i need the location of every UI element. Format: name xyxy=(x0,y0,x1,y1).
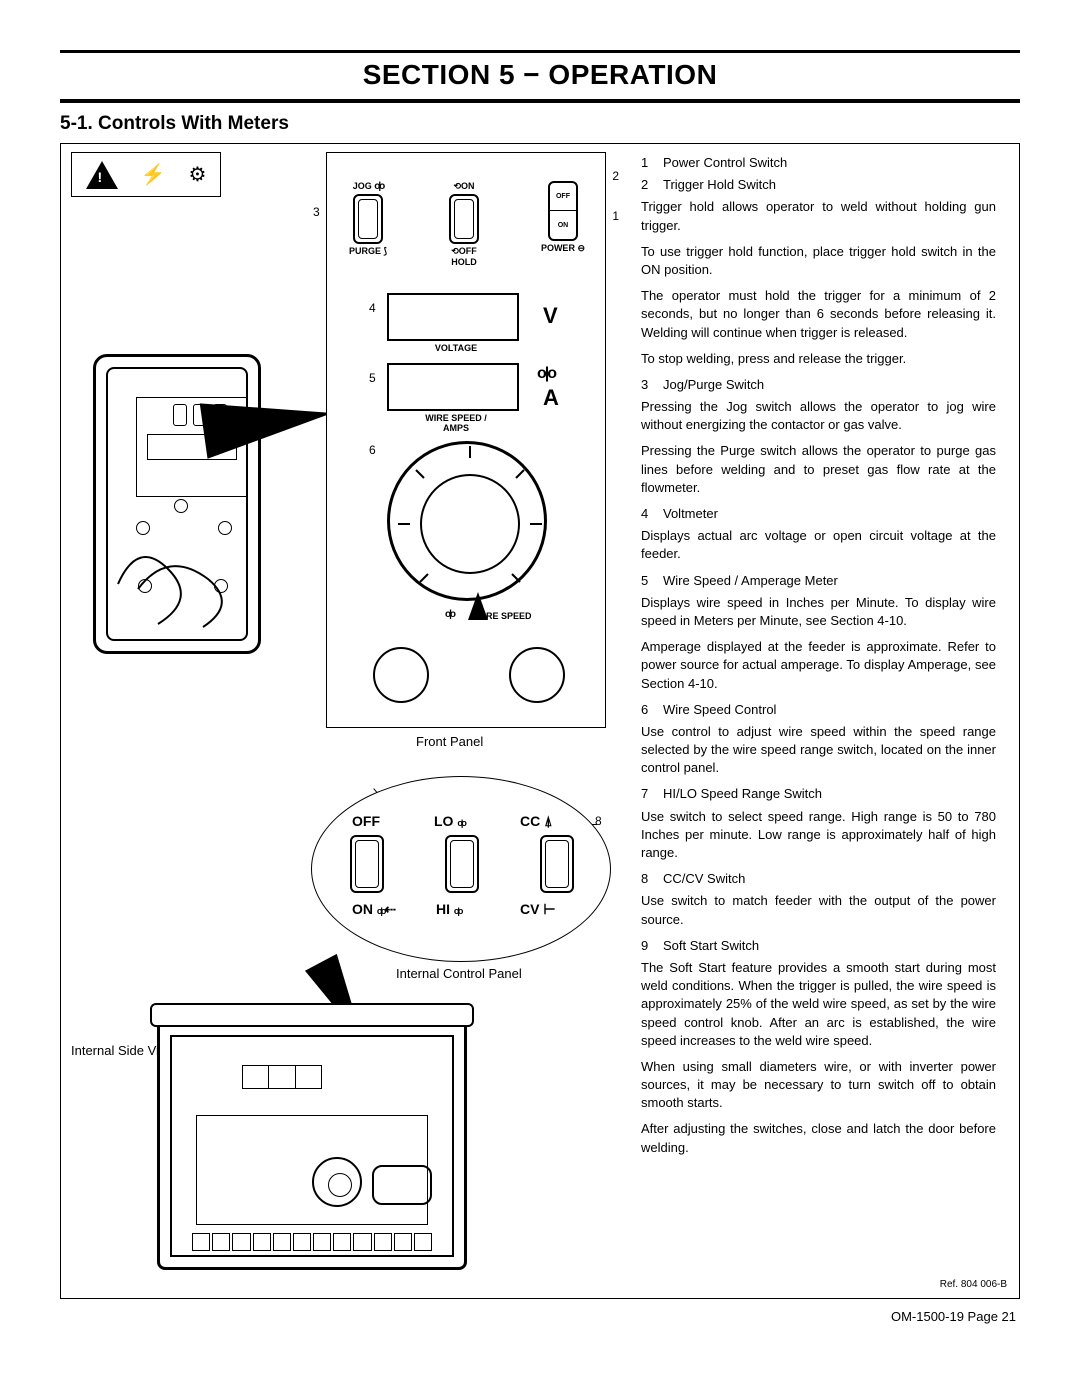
item-6: 6Wire Speed Control xyxy=(641,701,996,719)
port-icon xyxy=(174,499,188,513)
power-off-label: OFF xyxy=(550,183,576,211)
item-8: 8CC/CV Switch xyxy=(641,870,996,888)
switch-strip-icon xyxy=(242,1065,322,1089)
purge-label: PURGE ⟆ xyxy=(349,246,387,257)
hold-off-label: ⟲OFFHOLD xyxy=(451,246,477,267)
unit-a: A xyxy=(543,385,559,411)
wirespeed-amps-label: WIRE SPEED / AMPS xyxy=(421,413,491,433)
motor-icon xyxy=(372,1165,432,1205)
para: After adjusting the switches, close and … xyxy=(641,1120,996,1156)
jog-label: JOG o|o xyxy=(353,181,384,192)
jog-purge-switch[interactable] xyxy=(353,194,383,244)
hazard-gear-icon: ⚙ xyxy=(189,162,207,187)
para: To use trigger hold function, place trig… xyxy=(641,243,996,279)
para: Use switch to match feeder with the outp… xyxy=(641,892,996,928)
wirespeed-label: WIRE SPEED xyxy=(475,611,532,621)
para: The operator must hold the trigger for a… xyxy=(641,287,996,342)
internal-control-panel: OFF LO o|o CC ⍋ ON o|o⇠ HI o|o CV ⊢ xyxy=(311,776,611,962)
soft-start-switch[interactable] xyxy=(350,835,384,893)
para: Displays actual arc voltage or open circ… xyxy=(641,527,996,563)
item-9: 9Soft Start Switch xyxy=(641,937,996,955)
para: Amperage displayed at the feeder is appr… xyxy=(641,638,996,693)
para: Use control to adjust wire speed within … xyxy=(641,723,996,778)
speed-range-switch[interactable] xyxy=(445,835,479,893)
page-footer: OM-1500-19 Page 21 xyxy=(60,1309,1020,1324)
unit-v: V xyxy=(543,303,558,329)
callout-6: 6 xyxy=(369,443,376,457)
callout-5: 5 xyxy=(369,371,376,385)
para: Displays wire speed in Inches per Minute… xyxy=(641,594,996,630)
hazard-person-icon: ⚡ xyxy=(141,162,166,187)
wirespeed-display xyxy=(387,363,519,411)
internal-side-view-device xyxy=(157,1014,467,1270)
vent-slots-icon xyxy=(192,1233,432,1251)
para: Pressing the Jog switch allows the opera… xyxy=(641,398,996,434)
callout-4: 4 xyxy=(369,301,376,315)
subsection-heading: 5-1. Controls With Meters xyxy=(60,113,1020,135)
cable-icon xyxy=(108,529,258,639)
figures-column: ⚡ ⚙ xyxy=(61,144,631,1298)
icp-hi-label: HI o|o xyxy=(436,901,461,917)
spool-icon: o|o xyxy=(445,609,454,620)
aux-knob-left xyxy=(373,647,429,703)
warning-box: ⚡ ⚙ xyxy=(71,152,221,197)
para: The Soft Start feature provides a smooth… xyxy=(641,959,996,1050)
aux-knob-right xyxy=(509,647,565,703)
switch-row: JOG o|o PURGE ⟆ ⟲ON ⟲OFFHOLD OFF ON POWE… xyxy=(349,181,585,267)
icp-on-label: ON o|o⇠ xyxy=(352,901,396,918)
item-3: 3Jog/Purge Switch xyxy=(641,376,996,394)
item-7: 7HI/LO Speed Range Switch xyxy=(641,785,996,803)
callout-3: 3 xyxy=(313,205,320,219)
para: Pressing the Purge switch allows the ope… xyxy=(641,442,996,497)
para: When using small diameters wire, or with… xyxy=(641,1058,996,1113)
callout-1: 1 xyxy=(612,209,619,223)
para: Use switch to select speed range. High r… xyxy=(641,808,996,863)
para: To stop welding, press and release the t… xyxy=(641,350,996,368)
power-switch[interactable]: OFF ON xyxy=(548,181,578,241)
icp-lo-label: LO o|o xyxy=(434,813,465,829)
front-panel: 3 2 1 4 5 6 JOG o|o PURGE ⟆ ⟲ON ⟲OFFHOLD xyxy=(326,152,606,728)
icp-cc-label: CC ⍋ xyxy=(520,813,553,830)
para: Trigger hold allows operator to weld wit… xyxy=(641,198,996,234)
power-label: POWER ⊖ xyxy=(541,243,585,254)
item-2: 2Trigger Hold Switch xyxy=(641,176,996,194)
hold-on-label: ⟲ON xyxy=(453,181,474,192)
wire-speed-dial[interactable] xyxy=(387,441,547,601)
item-1: 1Power Control Switch xyxy=(641,154,996,172)
gear-icon xyxy=(312,1157,362,1207)
trigger-hold-switch[interactable] xyxy=(449,194,479,244)
cc-cv-switch[interactable] xyxy=(540,835,574,893)
description-column: 1Power Control Switch 2Trigger Hold Swit… xyxy=(641,154,996,1165)
content-box: ⚡ ⚙ xyxy=(60,143,1020,1299)
icp-caption: Internal Control Panel xyxy=(396,966,522,981)
callout-2: 2 xyxy=(612,169,619,183)
callout-8: 8 xyxy=(595,814,602,828)
front-panel-caption: Front Panel xyxy=(416,734,483,749)
dial-marks-icon xyxy=(390,444,544,598)
page-title: SECTION 5 − OPERATION xyxy=(60,50,1020,103)
power-on-label: ON xyxy=(550,211,576,239)
spool-icon: o|o xyxy=(537,365,555,383)
warning-triangle-icon xyxy=(86,161,118,189)
voltage-label: VOLTAGE xyxy=(421,343,491,353)
item-5: 5Wire Speed / Amperage Meter xyxy=(641,572,996,590)
reference-note: Ref. 804 006-B xyxy=(940,1279,1007,1290)
voltage-display xyxy=(387,293,519,341)
mini-switch-icon xyxy=(173,404,187,426)
icp-off-label: OFF xyxy=(352,813,380,829)
icp-cv-label: CV ⊢ xyxy=(520,901,556,918)
item-4: 4Voltmeter xyxy=(641,505,996,523)
